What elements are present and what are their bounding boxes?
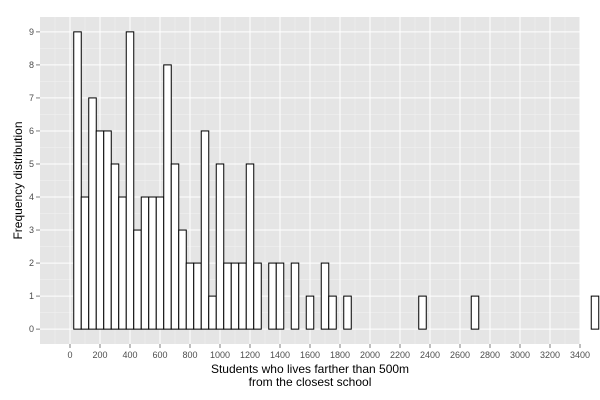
y-tick-label: 9 xyxy=(29,27,34,37)
y-tick-label: 6 xyxy=(29,126,34,136)
histogram-bar xyxy=(178,229,187,330)
histogram-bar xyxy=(230,262,240,330)
x-tick-label: 3400 xyxy=(570,350,590,360)
x-tick-label: 1600 xyxy=(300,350,320,360)
histogram-bar xyxy=(118,196,127,330)
histogram-bar xyxy=(148,196,157,330)
histogram-bar xyxy=(320,262,330,330)
x-tick-label: 2600 xyxy=(450,350,470,360)
histogram-bar xyxy=(155,196,165,330)
histogram-bar xyxy=(470,295,480,330)
y-tick-label: 4 xyxy=(29,192,34,202)
x-axis-title-line-1: Students who lives farther than 500m xyxy=(211,362,409,376)
histogram-bar xyxy=(95,130,105,330)
histogram-bar xyxy=(193,262,202,330)
y-axis-title: Frequency distribution xyxy=(11,121,25,239)
histogram-bar xyxy=(268,262,277,330)
histogram-bar xyxy=(110,163,120,330)
x-tick-label: 2200 xyxy=(390,350,410,360)
x-tick-label: 0 xyxy=(67,350,72,360)
histogram-bar xyxy=(305,295,315,330)
histogram-bar xyxy=(185,262,195,330)
x-tick-label: 800 xyxy=(182,350,197,360)
histogram-bar xyxy=(215,163,225,330)
y-axis: 0 1 2 3 4 5 6 7 8 9 xyxy=(29,27,40,334)
histogram-bar xyxy=(245,163,255,330)
x-tick-label: 1200 xyxy=(240,350,260,360)
x-tick-label: 200 xyxy=(92,350,107,360)
x-axis: 0 200 400 600 800 1000 1200 1400 1600 1800 2000 220… xyxy=(67,344,590,360)
x-tick-label: 2400 xyxy=(420,350,440,360)
x-tick-label: 3200 xyxy=(540,350,560,360)
histogram-bar xyxy=(133,229,142,330)
x-tick-label: 3000 xyxy=(510,350,530,360)
x-tick-label: 1000 xyxy=(210,350,230,360)
x-tick-label: 400 xyxy=(122,350,137,360)
histogram-bar xyxy=(343,295,352,330)
histogram-bar xyxy=(223,262,232,330)
y-tick-label: 0 xyxy=(29,324,34,334)
histogram-bar xyxy=(208,295,217,330)
histogram-bar xyxy=(290,262,300,330)
x-tick-label: 1800 xyxy=(330,350,350,360)
histogram-bar xyxy=(418,295,427,330)
histogram-bar xyxy=(103,130,112,330)
histogram-bar xyxy=(200,130,210,330)
histogram-bar xyxy=(328,295,337,330)
y-tick-label: 5 xyxy=(29,159,34,169)
histogram-bar xyxy=(238,262,247,330)
y-tick-label: 7 xyxy=(29,93,34,103)
y-tick-label: 8 xyxy=(29,60,34,70)
histogram-bar xyxy=(275,262,285,330)
histogram-bar xyxy=(140,196,150,330)
histogram-bar xyxy=(88,97,97,330)
y-tick-label: 3 xyxy=(29,225,34,235)
histogram-bar xyxy=(125,31,135,330)
x-tick-label: 2800 xyxy=(480,350,500,360)
x-tick-label: 2000 xyxy=(360,350,380,360)
histogram-bars xyxy=(73,31,600,330)
y-tick-label: 2 xyxy=(29,258,34,268)
histogram-bar xyxy=(590,295,600,330)
x-tick-label: 1400 xyxy=(270,350,290,360)
x-tick-label: 600 xyxy=(152,350,167,360)
histogram-bar xyxy=(170,163,180,330)
histogram-bar xyxy=(163,64,172,330)
histogram-bar xyxy=(253,262,262,330)
y-tick-label: 1 xyxy=(29,291,34,301)
histogram-bar xyxy=(80,196,90,330)
x-axis-title-line-2: from the closest school xyxy=(249,375,372,389)
histogram-bar xyxy=(73,31,82,330)
